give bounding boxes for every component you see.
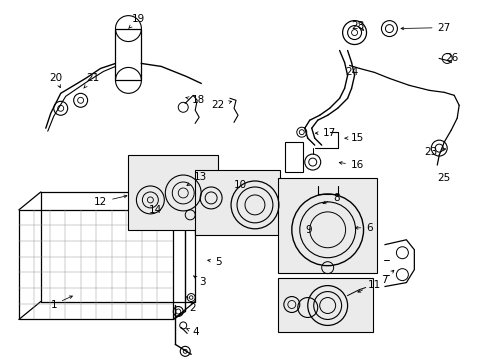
- Text: 19: 19: [128, 14, 145, 28]
- Text: 11: 11: [357, 280, 380, 292]
- Text: 22: 22: [211, 100, 231, 110]
- Text: 6: 6: [354, 223, 372, 233]
- Text: 1: 1: [50, 296, 72, 310]
- Text: 17: 17: [315, 128, 336, 138]
- Bar: [128, 155, 218, 230]
- Bar: [277, 278, 372, 332]
- Text: 18: 18: [185, 95, 204, 105]
- Text: 7: 7: [380, 270, 393, 285]
- Text: 26: 26: [445, 54, 458, 63]
- Text: 12: 12: [94, 195, 127, 207]
- Text: 2: 2: [185, 296, 195, 312]
- Text: 14: 14: [148, 205, 162, 215]
- Bar: [195, 170, 279, 235]
- Bar: [277, 178, 377, 273]
- Text: 28: 28: [350, 21, 364, 31]
- Text: 9: 9: [305, 225, 311, 235]
- Text: 8: 8: [323, 193, 339, 204]
- Text: 24: 24: [344, 67, 358, 77]
- Bar: [115, 28, 141, 80]
- Text: 16: 16: [339, 160, 364, 170]
- Text: 10: 10: [233, 180, 246, 190]
- Text: 3: 3: [193, 276, 205, 287]
- Text: 13: 13: [186, 172, 206, 185]
- Bar: [285, 142, 302, 172]
- Text: 27: 27: [400, 23, 450, 33]
- Text: 15: 15: [345, 133, 364, 143]
- Text: 21: 21: [83, 73, 99, 88]
- Text: 23: 23: [424, 147, 445, 157]
- Text: 25: 25: [437, 173, 450, 183]
- Text: 5: 5: [207, 257, 221, 267]
- Text: 4: 4: [186, 327, 199, 337]
- Bar: [19, 210, 173, 319]
- Text: 20: 20: [49, 73, 62, 87]
